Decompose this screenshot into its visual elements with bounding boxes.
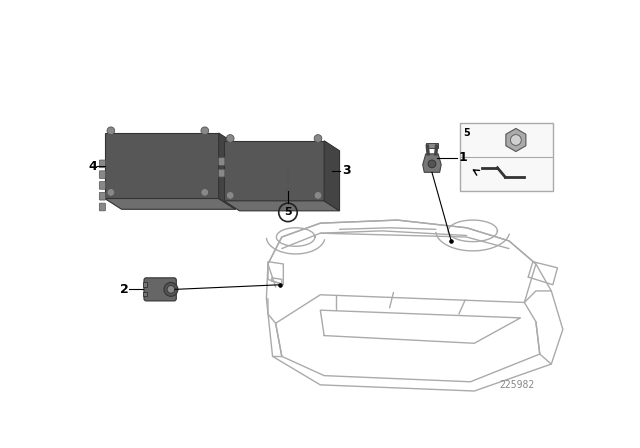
FancyBboxPatch shape — [219, 169, 225, 177]
Text: 225982: 225982 — [499, 380, 534, 390]
Text: 5: 5 — [463, 128, 470, 138]
Circle shape — [511, 134, 521, 146]
FancyBboxPatch shape — [99, 181, 106, 189]
Circle shape — [107, 189, 115, 196]
Text: 2: 2 — [120, 283, 129, 296]
FancyBboxPatch shape — [99, 160, 106, 168]
Circle shape — [107, 127, 115, 134]
Text: 1: 1 — [459, 151, 468, 164]
FancyBboxPatch shape — [99, 192, 106, 200]
Text: 3: 3 — [342, 164, 351, 177]
Circle shape — [201, 127, 209, 134]
Circle shape — [201, 189, 209, 196]
Circle shape — [314, 192, 322, 199]
Text: 5: 5 — [284, 207, 292, 217]
FancyBboxPatch shape — [99, 203, 106, 211]
FancyBboxPatch shape — [99, 171, 106, 178]
FancyBboxPatch shape — [219, 158, 225, 165]
Polygon shape — [224, 141, 324, 201]
Polygon shape — [426, 143, 438, 148]
Polygon shape — [324, 141, 340, 211]
Polygon shape — [105, 133, 219, 198]
Polygon shape — [422, 154, 441, 172]
Circle shape — [164, 282, 178, 296]
FancyBboxPatch shape — [143, 282, 147, 287]
Circle shape — [227, 192, 234, 199]
Polygon shape — [105, 198, 236, 209]
Circle shape — [227, 134, 234, 142]
Circle shape — [314, 134, 322, 142]
Polygon shape — [224, 201, 340, 211]
FancyBboxPatch shape — [460, 123, 553, 191]
Polygon shape — [219, 133, 236, 209]
Circle shape — [167, 285, 175, 293]
Circle shape — [428, 160, 436, 168]
Polygon shape — [506, 129, 526, 151]
FancyBboxPatch shape — [144, 278, 176, 301]
FancyBboxPatch shape — [143, 292, 147, 296]
Text: 4: 4 — [89, 159, 97, 172]
